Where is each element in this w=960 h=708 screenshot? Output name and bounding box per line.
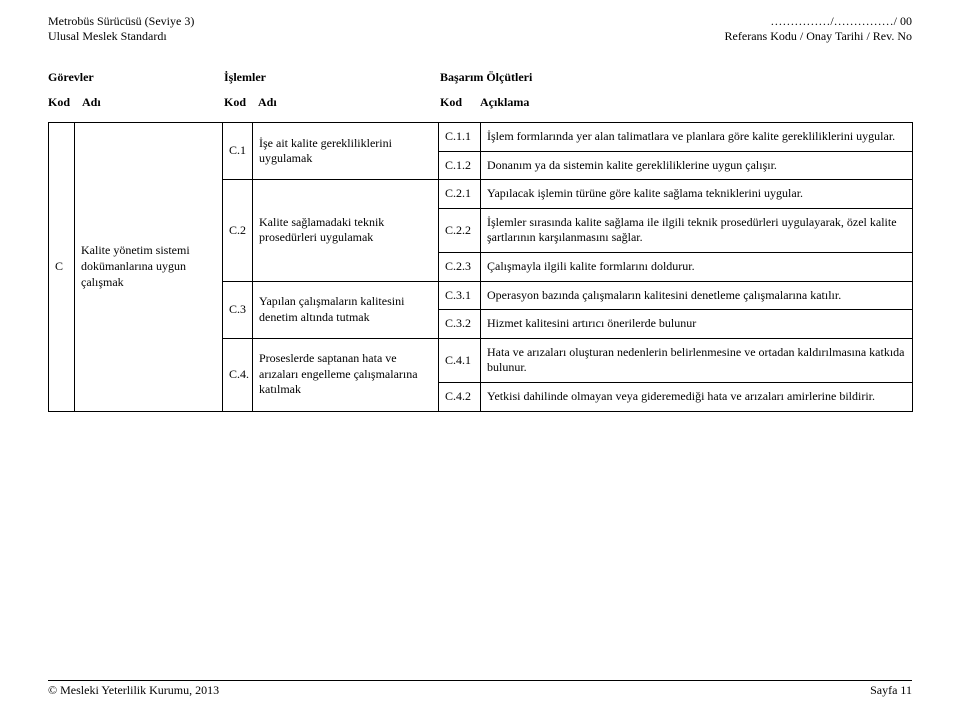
cell-op-code: C.4. bbox=[223, 338, 253, 411]
cell-crit-code: C.1.2 bbox=[439, 151, 481, 180]
th-kod-1: Kod bbox=[48, 95, 82, 110]
cell-crit-text: Çalışmayla ilgili kalite formlarını dold… bbox=[481, 252, 913, 281]
doc-title-line2: Ulusal Meslek Standardı bbox=[48, 29, 194, 44]
th-aciklama: Açıklama bbox=[480, 95, 529, 110]
cell-op-name: Yapılan çalışmaların kalitesini denetim … bbox=[253, 281, 439, 338]
cell-crit-code: C.4.2 bbox=[439, 382, 481, 411]
cell-task-name: Kalite yönetim sistemi dokümanlarına uyg… bbox=[75, 123, 223, 412]
cell-crit-text: Yetkisi dahilinde olmayan veya gideremed… bbox=[481, 382, 913, 411]
cell-op-name: Kalite sağlamadaki teknik prosedürleri u… bbox=[253, 180, 439, 281]
cell-crit-text: İşlemler sırasında kalite sağlama ile il… bbox=[481, 208, 913, 252]
cell-crit-text: İşlem formlarında yer alan talimatlara v… bbox=[481, 123, 913, 152]
cell-task-code: C bbox=[49, 123, 75, 412]
footer-left: © Mesleki Yeterlilik Kurumu, 2013 bbox=[48, 683, 219, 698]
cell-op-name: İşe ait kalite gerekliliklerini uygulama… bbox=[253, 123, 439, 180]
title-islemler: İşlemler bbox=[224, 70, 440, 85]
cell-crit-text: Donanım ya da sistemin kalite gereklilik… bbox=[481, 151, 913, 180]
cell-crit-code: C.2.2 bbox=[439, 208, 481, 252]
cell-op-code: C.3 bbox=[223, 281, 253, 338]
cell-op-code: C.1 bbox=[223, 123, 253, 180]
cell-crit-text: Operasyon bazında çalışmaların kalitesin… bbox=[481, 281, 913, 310]
title-basarim: Başarım Ölçütleri bbox=[440, 70, 532, 85]
cell-crit-text: Yapılacak işlemin türüne göre kalite sağ… bbox=[481, 180, 913, 209]
title-gorevler: Görevler bbox=[48, 70, 224, 85]
cell-crit-code: C.3.2 bbox=[439, 310, 481, 339]
th-adi-2: Adı bbox=[258, 95, 440, 110]
cell-op-code: C.2 bbox=[223, 180, 253, 281]
th-kod-3: Kod bbox=[440, 95, 480, 110]
header-right: ……………/……………/ 00 Referans Kodu / Onay Tar… bbox=[725, 14, 912, 44]
header: Metrobüs Sürücüsü (Seviye 3) Ulusal Mesl… bbox=[48, 14, 912, 44]
cell-crit-code: C.4.1 bbox=[439, 338, 481, 382]
footer: © Mesleki Yeterlilik Kurumu, 2013 Sayfa … bbox=[48, 680, 912, 698]
page: Metrobüs Sürücüsü (Seviye 3) Ulusal Mesl… bbox=[0, 0, 960, 708]
cell-crit-text: Hizmet kalitesini artırıcı önerilerde bu… bbox=[481, 310, 913, 339]
cell-crit-code: C.1.1 bbox=[439, 123, 481, 152]
cell-crit-code: C.2.1 bbox=[439, 180, 481, 209]
th-kod-2: Kod bbox=[224, 95, 258, 110]
criteria-table: C Kalite yönetim sistemi dokümanlarına u… bbox=[48, 122, 913, 412]
cell-crit-code: C.3.1 bbox=[439, 281, 481, 310]
footer-right: Sayfa 11 bbox=[870, 683, 912, 698]
kod-adi-row: Kod Adı Kod Adı Kod Açıklama bbox=[48, 95, 912, 110]
doc-ref-line2: Referans Kodu / Onay Tarihi / Rev. No bbox=[725, 29, 912, 44]
doc-ref-line1: ……………/……………/ 00 bbox=[725, 14, 912, 29]
table-row: C Kalite yönetim sistemi dokümanlarına u… bbox=[49, 123, 913, 152]
doc-title-line1: Metrobüs Sürücüsü (Seviye 3) bbox=[48, 14, 194, 29]
header-left: Metrobüs Sürücüsü (Seviye 3) Ulusal Mesl… bbox=[48, 14, 194, 44]
section-titles: Görevler İşlemler Başarım Ölçütleri bbox=[48, 70, 912, 85]
cell-op-name: Proseslerde saptanan hata ve arızaları e… bbox=[253, 338, 439, 411]
th-adi-1: Adı bbox=[82, 95, 224, 110]
cell-crit-code: C.2.3 bbox=[439, 252, 481, 281]
cell-crit-text: Hata ve arızaları oluşturan nedenlerin b… bbox=[481, 338, 913, 382]
